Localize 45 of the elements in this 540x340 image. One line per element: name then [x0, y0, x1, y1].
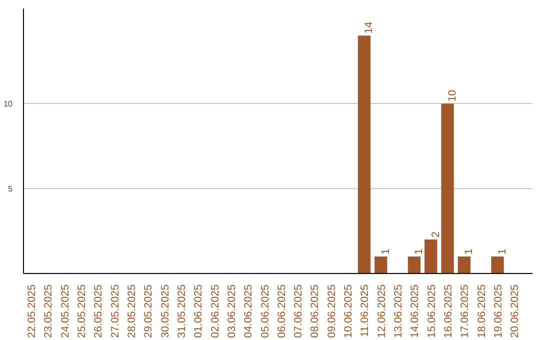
x-tick-label: 28.05.2025 [126, 284, 138, 338]
x-tick-label: 31.05.2025 [176, 284, 188, 338]
x-tick-label: 26.05.2025 [92, 284, 105, 338]
data-label: 2 [430, 232, 442, 238]
x-tick-label: 27.05.2025 [109, 284, 122, 338]
x-tick-label: 20.06.2025 [509, 284, 522, 338]
data-label: 1 [463, 248, 476, 255]
x-tick-label: 29.05.2025 [142, 284, 155, 338]
x-tick-label: 15.06.2025 [426, 284, 438, 338]
x-tick-label: 09.06.2025 [326, 284, 338, 338]
x-tick-label: 30.05.2025 [159, 284, 172, 338]
x-tick-label: 07.06.2025 [292, 284, 305, 338]
x-tick-label: 05.06.2025 [259, 284, 272, 338]
x-tick-label: 08.06.2025 [309, 284, 322, 338]
x-tick-label: 23.05.2025 [42, 284, 55, 338]
data-label: 1 [380, 248, 392, 255]
x-tick-label: 22.05.2025 [26, 284, 38, 338]
data-label: 1 [413, 248, 426, 255]
x-tick-label: 10.06.2025 [342, 284, 355, 338]
x-tick-label: 11.06.2025 [359, 284, 372, 338]
x-tick-label: 02.06.2025 [209, 284, 222, 338]
data-label: 1 [496, 248, 509, 255]
x-tick-label: 17.06.2025 [459, 284, 472, 338]
data-label: 14 [363, 22, 376, 34]
x-tick-label: 12.06.2025 [376, 284, 388, 338]
y-tick-label: 5 [8, 184, 14, 194]
x-tick-label: 25.05.2025 [76, 284, 88, 338]
x-tick-label: 01.06.2025 [192, 284, 205, 338]
x-tick-label: 14.06.2025 [409, 284, 422, 338]
bar [441, 104, 454, 274]
x-tick-label: 24.05.2025 [59, 284, 72, 338]
x-tick-label: 18.06.2025 [476, 284, 488, 338]
x-tick-label: 03.06.2025 [226, 284, 238, 338]
x-tick-label: 16.06.2025 [442, 284, 455, 338]
bar [408, 256, 421, 274]
bar [458, 256, 471, 274]
bar [374, 256, 388, 274]
bar [424, 240, 438, 274]
bar [358, 36, 371, 274]
bar [491, 256, 504, 274]
x-tick-label: 06.06.2025 [276, 284, 288, 338]
x-tick-label: 19.06.2025 [492, 284, 505, 338]
x-tick-label: 13.06.2025 [392, 284, 405, 338]
x-tick-label: 04.06.2025 [242, 284, 255, 338]
data-label: 10 [446, 90, 459, 102]
